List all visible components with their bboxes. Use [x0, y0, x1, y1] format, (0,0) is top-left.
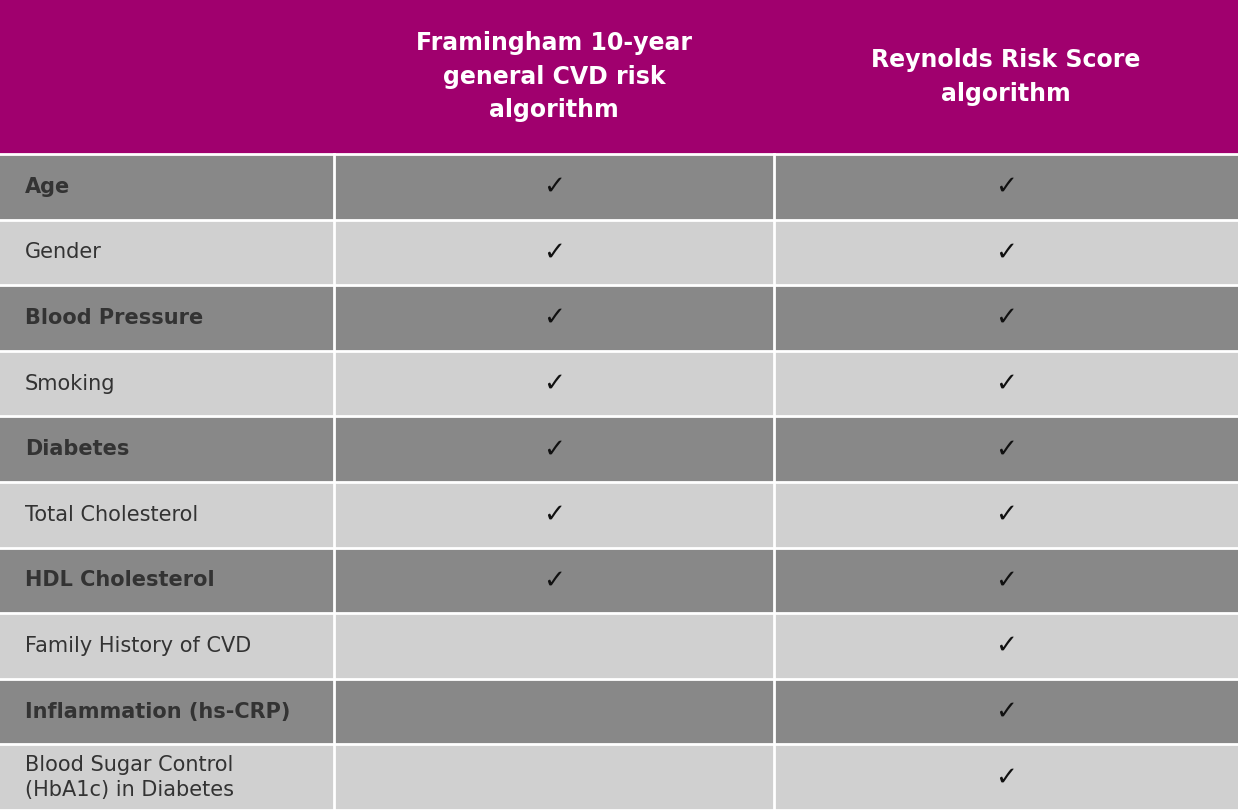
Text: ✓: ✓: [995, 436, 1016, 463]
Text: Smoking: Smoking: [25, 373, 115, 394]
Text: ✓: ✓: [543, 305, 565, 331]
Text: ✓: ✓: [995, 305, 1016, 331]
Text: ✓: ✓: [995, 698, 1016, 725]
Text: ✓: ✓: [543, 239, 565, 266]
Text: Age: Age: [25, 177, 71, 197]
Bar: [0, 416, 1238, 482]
Bar: [0, 679, 1238, 744]
Text: Reynolds Risk Score
algorithm: Reynolds Risk Score algorithm: [872, 49, 1140, 105]
Text: Blood Sugar Control
(HbA1c) in Diabetes: Blood Sugar Control (HbA1c) in Diabetes: [25, 755, 234, 799]
Text: ✓: ✓: [995, 567, 1016, 594]
Bar: [0, 0, 1238, 154]
Text: ✓: ✓: [543, 370, 565, 397]
Text: ✓: ✓: [995, 501, 1016, 528]
Text: ✓: ✓: [543, 173, 565, 200]
Text: HDL Cholesterol: HDL Cholesterol: [25, 570, 214, 590]
Bar: [0, 744, 1238, 810]
Text: ✓: ✓: [995, 633, 1016, 659]
Text: Gender: Gender: [25, 242, 102, 262]
Text: ✓: ✓: [543, 501, 565, 528]
Text: ✓: ✓: [995, 239, 1016, 266]
Bar: [0, 482, 1238, 548]
Bar: [0, 285, 1238, 351]
Bar: [0, 220, 1238, 285]
Bar: [0, 351, 1238, 416]
Text: ✓: ✓: [995, 764, 1016, 791]
Text: Family History of CVD: Family History of CVD: [25, 636, 251, 656]
Bar: [0, 548, 1238, 613]
Text: Inflammation (hs-CRP): Inflammation (hs-CRP): [25, 701, 290, 722]
Text: Framingham 10-year
general CVD risk
algorithm: Framingham 10-year general CVD risk algo…: [416, 32, 692, 122]
Text: ✓: ✓: [543, 436, 565, 463]
Text: Diabetes: Diabetes: [25, 439, 129, 459]
Text: ✓: ✓: [995, 173, 1016, 200]
Text: Total Cholesterol: Total Cholesterol: [25, 505, 198, 525]
Bar: [0, 154, 1238, 220]
Text: Blood Pressure: Blood Pressure: [25, 308, 203, 328]
Text: ✓: ✓: [543, 567, 565, 594]
Bar: [0, 613, 1238, 679]
Text: ✓: ✓: [995, 370, 1016, 397]
